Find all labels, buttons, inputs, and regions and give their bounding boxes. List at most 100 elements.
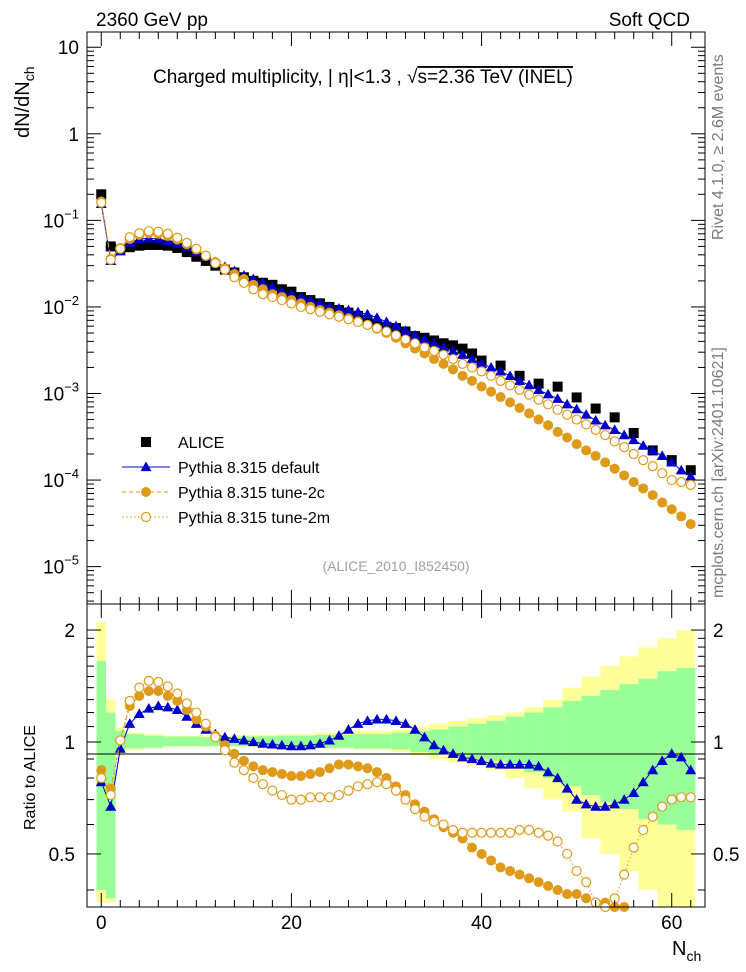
y-axis-title: dN/dNch — [12, 67, 37, 139]
data-point — [229, 272, 240, 283]
ratio-y-tick-label-right: 0.5 — [713, 845, 739, 866]
ratio-point — [257, 765, 268, 776]
y-tick-label-base: 10 — [43, 471, 64, 492]
ratio-point — [200, 718, 211, 729]
data-point — [448, 364, 459, 375]
y-tick-label-exponent: −1 — [64, 206, 79, 221]
y-tick-label-base: 1 — [68, 125, 79, 146]
data-point — [562, 432, 573, 443]
ratio-point — [276, 789, 288, 801]
data-point — [429, 354, 440, 365]
green-band-bin — [676, 668, 696, 830]
data-point — [276, 294, 288, 306]
data-point — [619, 470, 630, 481]
y-tick-label: 1 — [68, 125, 79, 146]
green-band-bin — [201, 737, 240, 747]
data-point — [257, 277, 269, 287]
ratio-point — [286, 771, 297, 782]
data-point — [314, 306, 326, 317]
ratio-panel: 0.5 0.51 12 20 20 40 60 — [49, 603, 739, 934]
ratio-point — [342, 724, 354, 734]
ratio-point — [552, 772, 564, 783]
ratio-point — [181, 711, 193, 721]
ratio-point — [314, 792, 326, 803]
ratio-point — [105, 801, 117, 811]
data-point — [200, 250, 211, 261]
data-point — [609, 463, 620, 474]
ratio-point — [447, 748, 459, 758]
data-point — [457, 349, 469, 359]
y-tick-label: 10−3 — [43, 379, 79, 405]
ratio-frame — [86, 603, 706, 908]
data-point — [390, 320, 402, 331]
ratio-point — [96, 772, 107, 784]
ratio-point — [295, 771, 306, 782]
ratio-point — [514, 758, 526, 769]
legend-label: Pythia 8.315 tune-2m — [178, 510, 330, 527]
data-point — [304, 294, 316, 305]
green-band-bin — [315, 734, 354, 748]
data-point — [581, 419, 592, 430]
y-tick-label-exponent: −2 — [64, 293, 79, 308]
data-point — [447, 353, 459, 365]
legend-marker — [141, 437, 151, 447]
ratio-y-tick-label: 2 — [64, 621, 75, 642]
ratio-y-tick-label-right: 1 — [713, 733, 724, 754]
ratio-point — [599, 801, 611, 811]
chart-title-sqrt: √ — [407, 67, 418, 88]
green-band-bin — [562, 700, 582, 787]
ratio-point — [675, 751, 687, 762]
data-point — [352, 316, 364, 328]
ratio-point — [333, 789, 345, 801]
data-point — [543, 399, 554, 410]
data-point — [134, 240, 145, 251]
data-point — [618, 429, 630, 440]
y-tick-label-base: 10 — [43, 558, 64, 579]
y-tick-label-exponent: −4 — [64, 466, 79, 481]
data-point — [371, 312, 383, 322]
ratio-point — [571, 889, 582, 900]
main-series — [95, 189, 697, 530]
ratio-point — [638, 824, 649, 836]
ratio-point — [514, 869, 525, 880]
data-point — [552, 393, 564, 403]
ratio-point — [637, 776, 649, 787]
data-point — [438, 349, 449, 360]
data-point — [485, 370, 497, 381]
data-point — [457, 343, 468, 354]
data-point — [533, 394, 544, 405]
ratio-point — [657, 801, 668, 812]
ratio-point — [647, 811, 658, 822]
ratio-uncertainty-bands — [96, 622, 696, 907]
data-point — [343, 314, 354, 325]
ratio-point — [685, 792, 696, 803]
y-tick-label-exponent: −5 — [64, 553, 79, 568]
data-point — [295, 301, 307, 313]
data-point — [638, 483, 649, 494]
data-point — [181, 237, 192, 248]
ratio-point — [324, 792, 335, 803]
y-tick-label: 10−1 — [43, 206, 79, 232]
ratio-point — [467, 842, 478, 853]
ratio-series-1 — [95, 700, 697, 811]
ratio-point — [409, 804, 421, 815]
ratio-point — [580, 798, 592, 809]
ratio-point — [562, 889, 573, 900]
data-point — [476, 381, 487, 392]
ratio-point — [267, 785, 278, 796]
ratio-series — [95, 675, 697, 913]
data-point — [571, 403, 583, 414]
x-axis-title-main: N — [672, 938, 686, 960]
green-band-bin — [600, 689, 620, 802]
data-point — [524, 389, 535, 400]
legend-label: Pythia 8.315 tune-2c — [178, 485, 325, 502]
data-point — [324, 309, 335, 320]
ratio-point — [581, 893, 592, 904]
ratio-point — [486, 855, 497, 866]
data-point — [590, 424, 601, 435]
data-point — [542, 388, 554, 399]
data-point — [571, 414, 582, 425]
ratio-point — [172, 695, 183, 706]
data-point — [162, 240, 173, 251]
data-point — [447, 345, 459, 356]
